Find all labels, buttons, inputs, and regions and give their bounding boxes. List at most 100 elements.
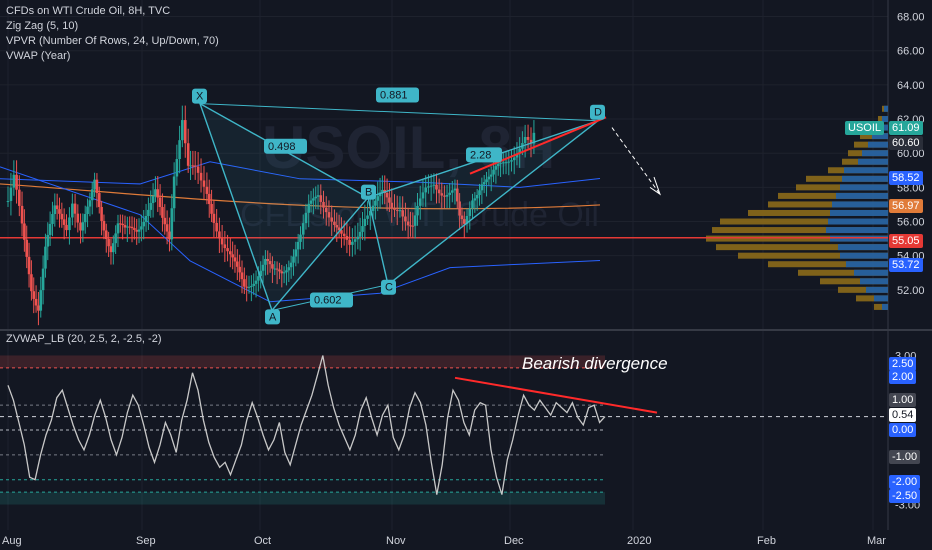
candle-body — [81, 222, 85, 231]
candle-body — [163, 217, 167, 225]
indicator-vpvr[interactable]: VPVR (Number Of Rows, 24, Up/Down, 70) — [6, 35, 219, 47]
candle-body — [46, 234, 50, 247]
candle-body — [333, 221, 336, 225]
candle-body — [478, 190, 481, 196]
candle-body — [229, 251, 232, 255]
candle-body — [409, 225, 412, 227]
candle-body — [429, 185, 433, 187]
candle-body — [93, 179, 96, 190]
ratio-xd: 0.881 — [380, 90, 408, 102]
candle-body — [353, 239, 357, 242]
candle-body — [504, 162, 508, 164]
candle-body — [374, 200, 377, 206]
candle-body — [60, 213, 64, 220]
x-tick: Dec — [504, 535, 524, 547]
candle-body — [76, 213, 80, 223]
vp-down-18 — [768, 261, 888, 268]
point-b-bg — [361, 184, 376, 200]
upper-band-tag: 58.52 — [889, 171, 923, 185]
xd-line — [199, 103, 599, 122]
vp-down-13 — [720, 218, 888, 225]
candle-body — [79, 222, 82, 231]
chart-title[interactable]: CFDs on WTI Crude Oil, 8H, TVC — [6, 5, 171, 17]
projection-arrow — [611, 127, 661, 195]
osc-tag-2.50: 2.50 — [889, 357, 917, 371]
candle-body — [475, 195, 479, 199]
indicator-zigzag[interactable]: Zig Zag (5, 10) — [6, 20, 79, 32]
ratio-xb-bg — [264, 138, 307, 154]
candle-body — [97, 193, 101, 207]
oscillator-legend[interactable]: ZVWAP_LB (20, 2.5, 2, -2.5, -2) — [6, 333, 162, 345]
candle-body — [340, 230, 343, 234]
candle-body — [172, 176, 176, 209]
candle-body — [314, 196, 318, 199]
candle-body — [487, 176, 491, 180]
candle-body — [151, 195, 155, 204]
candle-body — [502, 162, 505, 164]
ratio-bd: 2.28 — [470, 149, 491, 161]
last-price-tag: 61.09 — [889, 121, 923, 135]
point-b: B — [365, 187, 372, 199]
candle-body — [223, 244, 227, 249]
point-a: A — [269, 311, 277, 323]
candle-body — [532, 132, 536, 144]
candle-body — [381, 189, 384, 193]
candle-body — [240, 272, 244, 280]
vp-up-11 — [832, 201, 888, 208]
candle-body — [330, 217, 333, 222]
candle-body — [189, 165, 192, 167]
candle-body — [268, 261, 272, 265]
candle-body — [518, 148, 521, 154]
candle-body — [453, 188, 457, 191]
divergence-price-line — [469, 116, 607, 175]
candle-body — [245, 286, 248, 288]
candle-body — [9, 187, 13, 202]
candle-body — [238, 266, 241, 273]
candle-body — [292, 256, 295, 263]
candle-body — [71, 203, 74, 218]
osc-lower-zone — [0, 492, 605, 505]
vp-down-12 — [748, 209, 888, 216]
candle-body — [30, 274, 33, 292]
candle-body — [529, 139, 533, 144]
candle-body — [385, 193, 389, 198]
x-tick: Mar — [867, 535, 886, 547]
candle-body — [128, 226, 131, 228]
candle-body — [123, 225, 127, 228]
candle-body — [147, 209, 150, 217]
candles — [6, 105, 536, 326]
vp-up-16 — [838, 244, 888, 251]
candle-body — [271, 264, 274, 269]
candle-body — [112, 243, 115, 253]
axes: 52.0054.0056.0058.0060.0062.0064.0066.00… — [2, 12, 925, 547]
candle-body — [468, 208, 472, 216]
vp-up-9 — [840, 184, 888, 191]
point-d: D — [594, 107, 602, 119]
candle-body — [427, 186, 430, 188]
candle-body — [312, 198, 315, 201]
ratio-bd-bg — [466, 147, 502, 163]
candle-body — [53, 205, 57, 215]
symbol-tag: USOIL — [845, 121, 885, 135]
indicator-vwap[interactable]: VWAP (Year) — [6, 50, 71, 62]
candle-body — [254, 280, 258, 284]
candle-body — [455, 188, 459, 202]
candle-body — [319, 195, 323, 202]
candle-body — [418, 198, 422, 206]
vp-down-16 — [716, 244, 888, 251]
vp-up-15 — [830, 235, 888, 242]
osc-upper-zone — [0, 355, 605, 368]
candle-body — [196, 166, 200, 173]
candle-body — [512, 157, 516, 161]
candle-body — [440, 193, 444, 196]
candle-body — [324, 207, 328, 213]
candle-body — [149, 203, 153, 210]
candle-body — [398, 210, 402, 212]
candle-body — [482, 182, 486, 185]
vp-down-14 — [712, 227, 888, 234]
support-tag: 55.05 — [889, 234, 923, 248]
candle-body — [451, 190, 454, 193]
point-a-bg — [265, 309, 280, 325]
